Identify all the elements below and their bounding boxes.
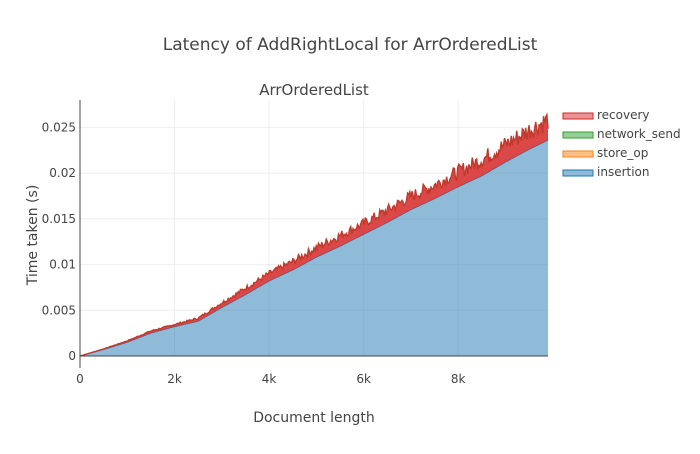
x-tick-label: 2k <box>167 372 182 386</box>
legend-swatch-network_send <box>562 131 594 139</box>
y-tick-label: 0 <box>68 349 76 363</box>
legend-label-insertion: insertion <box>597 165 650 179</box>
stacked-areas <box>79 112 549 357</box>
axes <box>79 100 548 368</box>
y-tick-label: 0.015 <box>42 212 76 226</box>
line-recovery <box>79 112 549 357</box>
x-tick-label: 4k <box>262 372 277 386</box>
subplot-title: ArrOrderedList <box>259 81 369 99</box>
tick-labels: 0 0.005 0.01 0.015 0.02 0.025 0 2k 4k 6k 8k <box>42 120 466 386</box>
legend-label-network_send: network_send <box>597 127 681 141</box>
y-tick-label: 0.02 <box>49 166 76 180</box>
x-tick-label: 8k <box>451 372 466 386</box>
legend-label-recovery: recovery <box>597 108 650 122</box>
legend: recovery network_send store_op insertion <box>562 108 681 179</box>
legend-swatch-store_op <box>562 150 594 158</box>
area-insertion <box>80 140 548 356</box>
x-tick-label: 0 <box>76 372 84 386</box>
legend-label-store_op: store_op <box>597 146 648 160</box>
y-axis-label: Time taken (s) <box>25 185 41 287</box>
legend-swatch-insertion <box>562 169 594 177</box>
chart-title: Latency of AddRightLocal for ArrOrderedL… <box>163 35 538 55</box>
y-tick-label: 0.005 <box>42 303 76 317</box>
legend-swatch-recovery <box>562 112 594 120</box>
x-axis-label: Document length <box>253 410 375 426</box>
y-tick-label: 0.025 <box>42 120 76 134</box>
y-tick-label: 0.01 <box>49 258 76 272</box>
x-tick-label: 6k <box>356 372 371 386</box>
